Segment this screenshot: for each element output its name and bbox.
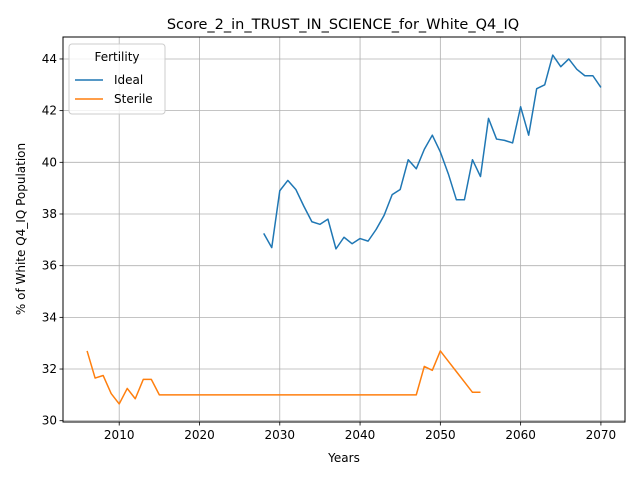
series-lines bbox=[86, 54, 602, 405]
y-tick-label: 30 bbox=[42, 414, 57, 428]
x-tick-label: 2040 bbox=[345, 428, 376, 442]
legend-box bbox=[68, 43, 166, 115]
x-tick-label: 2050 bbox=[425, 428, 456, 442]
y-tick-label: 40 bbox=[42, 155, 57, 169]
plot-frame bbox=[62, 36, 626, 423]
y-tick-label: 36 bbox=[42, 259, 57, 273]
grid bbox=[63, 37, 625, 422]
x-tick-label: 2070 bbox=[586, 428, 617, 442]
x-tick-label: 2010 bbox=[104, 428, 135, 442]
legend-label-sterile: Sterile bbox=[114, 92, 153, 106]
series-line-ideal bbox=[263, 54, 602, 250]
x-axis-label: Years bbox=[327, 451, 360, 465]
legend-label-ideal: Ideal bbox=[114, 73, 143, 87]
axis-ticks: 2010 2020 2030 2040 2050 2060 2070 30 32 34 36 38 40… bbox=[42, 52, 616, 442]
legend: Fertility Ideal Sterile bbox=[68, 43, 166, 115]
y-tick-label: 34 bbox=[42, 310, 57, 324]
legend-title: Fertility bbox=[94, 50, 139, 64]
chart-title: Score_2_in_TRUST_IN_SCIENCE_for_White_Q4… bbox=[167, 17, 519, 33]
y-tick-label: 42 bbox=[42, 104, 57, 118]
x-tick-label: 2020 bbox=[184, 428, 215, 442]
y-tick-label: 32 bbox=[42, 362, 57, 376]
y-axis-label: % of White Q4_IQ Population bbox=[14, 143, 28, 315]
y-tick-label: 44 bbox=[42, 52, 57, 66]
y-tick-label: 38 bbox=[42, 207, 57, 221]
x-tick-label: 2060 bbox=[505, 428, 536, 442]
x-tick-label: 2030 bbox=[264, 428, 295, 442]
series-line-sterile bbox=[86, 350, 481, 405]
